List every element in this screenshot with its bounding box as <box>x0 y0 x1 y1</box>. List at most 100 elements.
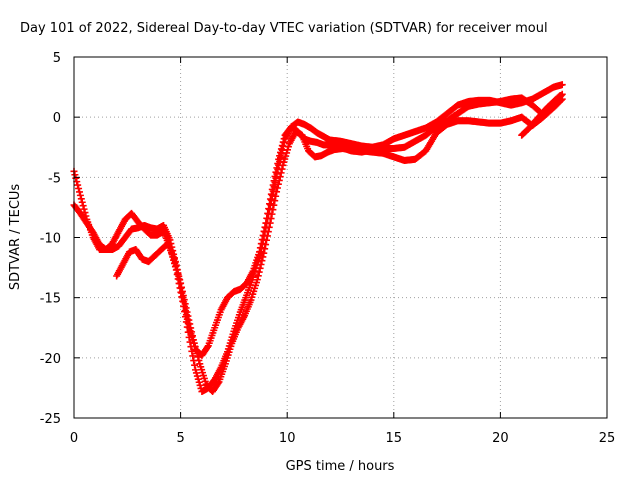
data-point <box>166 236 174 244</box>
y-tick-label: 0 <box>53 111 61 126</box>
data-point <box>77 195 85 203</box>
data-point <box>272 192 280 200</box>
data-point <box>266 195 274 203</box>
data-point <box>194 353 202 361</box>
data-point <box>274 160 282 168</box>
data-point <box>184 312 192 320</box>
data-point <box>280 135 288 143</box>
data-point <box>192 346 200 354</box>
data-point <box>261 245 269 253</box>
data-point <box>254 272 262 280</box>
data-point <box>255 248 263 256</box>
data-point <box>277 169 285 177</box>
data-point <box>278 165 286 173</box>
data-point <box>76 191 84 199</box>
data-point <box>259 253 267 261</box>
data-point <box>187 324 195 332</box>
data-point <box>555 92 563 100</box>
data-point <box>262 236 270 244</box>
data-point <box>265 205 273 213</box>
x-tick-label: 0 <box>70 431 78 446</box>
data-point <box>265 223 273 231</box>
data-point <box>268 191 276 199</box>
data-point <box>274 180 282 188</box>
data-point <box>80 205 88 213</box>
y-tick-label: -10 <box>40 232 61 247</box>
data-point <box>269 206 277 214</box>
data-point <box>558 81 566 89</box>
y-axis-title: SDTVAR / TECUs <box>8 184 23 291</box>
data-point <box>273 188 281 196</box>
data-point <box>176 276 184 284</box>
data-point <box>253 276 261 284</box>
data-point <box>260 249 268 257</box>
y-tick-label: -15 <box>40 292 61 307</box>
data-point <box>256 264 264 272</box>
series-track-d <box>518 92 564 139</box>
y-tick-label: 5 <box>53 51 61 66</box>
data-point <box>255 268 263 276</box>
data-point <box>180 296 188 304</box>
data-point <box>177 279 185 287</box>
data-point <box>263 232 271 240</box>
data-point <box>186 320 194 328</box>
data-point <box>178 283 186 291</box>
tick-marks <box>73 56 608 419</box>
y-tick-label: -5 <box>48 171 61 186</box>
data-point <box>275 155 283 163</box>
data-point <box>268 210 276 218</box>
data-point <box>273 164 281 172</box>
data-point <box>256 244 264 252</box>
data-point <box>183 308 191 316</box>
data-point <box>258 257 266 265</box>
y-tick-label: -25 <box>40 412 61 427</box>
data-point <box>170 255 178 263</box>
data-point <box>182 304 190 312</box>
data-point <box>279 138 287 146</box>
data-point <box>270 201 278 209</box>
data-point <box>257 260 265 268</box>
data-point <box>257 240 265 248</box>
data-point <box>173 265 181 273</box>
data-point <box>191 343 199 351</box>
data-point <box>264 228 272 236</box>
data-point <box>74 181 82 189</box>
x-axis-title: GPS time / hours <box>286 459 395 474</box>
data-point <box>172 262 180 270</box>
data-point <box>190 339 198 347</box>
data-point <box>72 174 80 182</box>
data-point <box>179 292 187 300</box>
series-track-b <box>70 90 566 359</box>
data-point <box>262 241 270 249</box>
y-tick-label: -20 <box>40 352 61 367</box>
data-point <box>79 202 87 210</box>
x-tick-label: 25 <box>599 431 616 446</box>
data-point <box>266 200 274 208</box>
data-point <box>278 142 286 150</box>
x-tick-label: 10 <box>279 431 296 446</box>
data-point <box>267 190 275 198</box>
data-point <box>273 184 281 192</box>
data-point <box>75 188 83 196</box>
data-point <box>203 343 211 351</box>
data-point <box>185 316 193 324</box>
data-point <box>193 350 201 358</box>
data-point <box>78 198 86 206</box>
data-point <box>188 332 196 340</box>
data-point <box>181 300 189 308</box>
data-point <box>276 152 284 160</box>
chart-title: Day 101 of 2022, Sidereal Day-to-day VTE… <box>20 21 548 36</box>
x-tick-label: 15 <box>386 431 403 446</box>
data-point <box>191 361 199 369</box>
data-point <box>277 145 285 153</box>
data-point <box>266 219 274 227</box>
data-point <box>171 259 179 267</box>
data-point <box>269 181 277 189</box>
x-tick-label: 20 <box>492 431 509 446</box>
tick-labels: 0 5 10 15 20 25 -25 -20 -15 -10 -5 0 5 <box>40 51 616 446</box>
data-point <box>178 287 186 295</box>
data-series <box>70 81 566 396</box>
data-point <box>271 197 279 205</box>
